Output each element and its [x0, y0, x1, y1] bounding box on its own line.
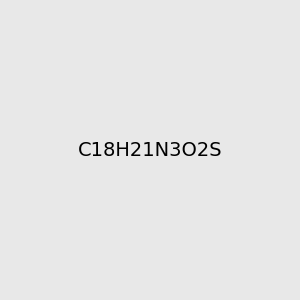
- Text: C18H21N3O2S: C18H21N3O2S: [78, 140, 222, 160]
